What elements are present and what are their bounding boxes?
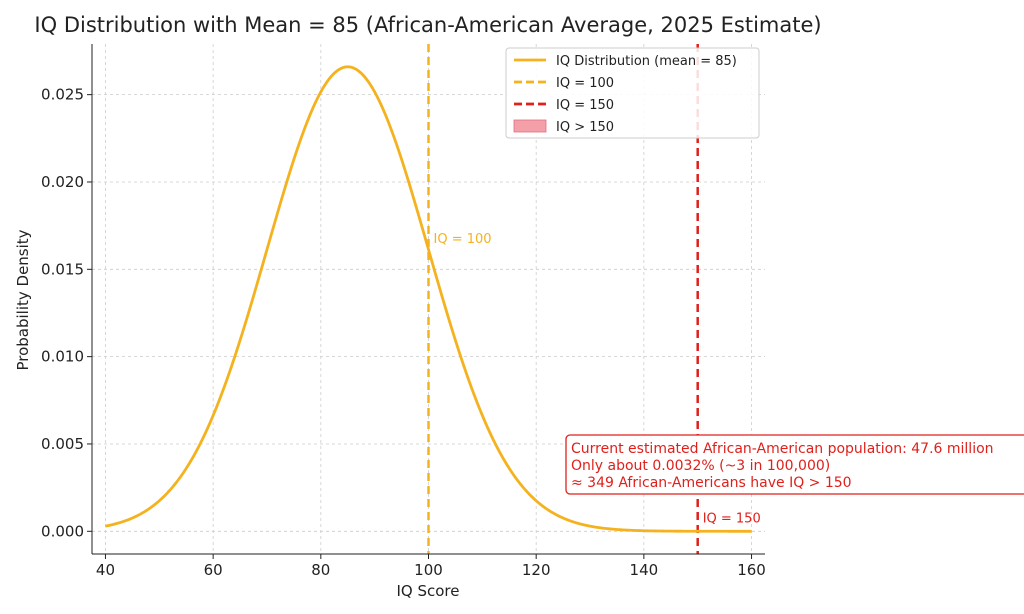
legend-label: IQ = 150 [556,98,614,113]
annotation-line: ≈ 349 African-Americans have IQ > 150 [571,475,852,491]
y-tick-label: 0.005 [41,435,84,453]
distribution-curve-group [105,65,752,533]
x-tick-label: 100 [414,561,443,579]
population-annotation: Current estimated African-American popul… [565,434,1024,495]
chart-title: IQ Distribution with Mean = 85 (African-… [34,13,821,37]
x-tick-label: 140 [630,561,659,579]
legend-label: IQ > 150 [556,120,614,135]
y-tick-label: 0.020 [41,173,84,191]
vline-label-iq-100: IQ = 100 [434,232,492,247]
legend-swatch [513,119,547,133]
y-tick-label: 0.010 [41,348,84,366]
x-tick-label: 60 [204,561,223,579]
y-tick-label: 0.000 [41,522,84,540]
legend-label: IQ = 100 [556,76,614,91]
legend-label: IQ Distribution (mean = 85) [556,54,737,69]
annotation-line: Only about 0.0032% (~3 in 100,000) [571,458,830,474]
legend-box [505,47,760,139]
annotation-box [565,434,1024,495]
axes [87,44,765,559]
x-tick-label: 160 [737,561,766,579]
y-axis-title: Probability Density [14,229,32,370]
reference-line-labels: IQ = 100 IQ = 150 [434,232,761,526]
annotation-line: Current estimated African-American popul… [571,441,994,457]
tick-labels: 40 60 80 100 120 140 160 0.000 0.005 0.010 0.015 0.… [41,86,766,579]
x-axis-title: IQ Score [396,582,459,600]
legend: IQ Distribution (mean = 85) IQ = 100 IQ = … [505,47,760,139]
y-tick-label: 0.015 [41,260,84,278]
x-tick-label: 80 [311,561,330,579]
y-tick-label: 0.025 [41,86,84,104]
vline-label-iq-150: IQ = 150 [703,512,761,527]
x-tick-label: 40 [96,561,115,579]
x-tick-label: 120 [522,561,551,579]
distribution-curve [105,65,752,533]
